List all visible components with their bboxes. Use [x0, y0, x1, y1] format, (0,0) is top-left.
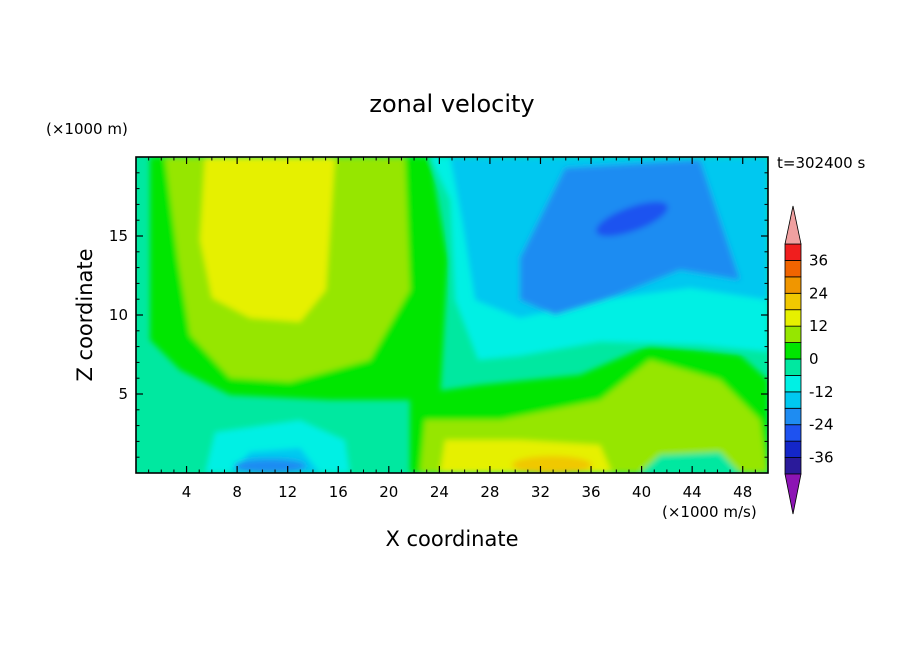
- colorbar-bin: [784, 375, 802, 393]
- colorbar-bin: [784, 243, 802, 261]
- colorbar-bin: [784, 391, 802, 409]
- colorbar-over-arrow: [784, 205, 802, 245]
- x-tick-label: 28: [480, 483, 499, 501]
- y-tick-label: 10: [109, 306, 128, 324]
- y-tick-label: 15: [109, 227, 128, 245]
- colorbar-label: 36: [809, 251, 828, 269]
- colorbar-bin: [784, 309, 802, 327]
- x-tick-label: 40: [632, 483, 651, 501]
- lower-orange-spot: [512, 456, 592, 473]
- colorbar-label: 12: [809, 317, 828, 335]
- colorbar-bin: [784, 260, 802, 278]
- x-tick-label: 36: [581, 483, 600, 501]
- near-surface-blue: [234, 459, 306, 473]
- colorbar-label: -24: [809, 416, 834, 434]
- x-tick-label: 12: [278, 483, 297, 501]
- colorbar-label: 24: [809, 284, 828, 302]
- x-tick-label: 8: [232, 483, 242, 501]
- x-tick-label: 48: [733, 483, 752, 501]
- x-tick-label: 44: [683, 483, 702, 501]
- colorbar-bin: [784, 358, 802, 376]
- colorbar-bin: [784, 407, 802, 426]
- colorbar-label: -36: [809, 449, 834, 467]
- contour-field: [136, 157, 768, 473]
- x-tick-label: 24: [430, 483, 449, 501]
- colorbar-label: 0: [809, 350, 819, 368]
- y-unit-label: (×1000 m): [46, 120, 128, 138]
- x-tick-label: 20: [379, 483, 398, 501]
- x-tick-label: 16: [329, 483, 348, 501]
- colorbar-label: -12: [809, 383, 834, 401]
- colorbar-under-arrow: [784, 473, 802, 515]
- right-lower-cyan: [640, 452, 740, 473]
- colorbar-bin: [784, 276, 802, 294]
- chart-title: zonal velocity: [369, 90, 534, 118]
- near-surface-cyan: [205, 420, 350, 473]
- time-label: t=302400 s: [777, 154, 865, 172]
- colorbar-bin: [784, 457, 802, 475]
- x-tick-label: 4: [182, 483, 192, 501]
- y-axis-label: Z coordinate: [73, 248, 97, 381]
- colorbar-bin: [784, 440, 802, 458]
- x-unit-label: (×1000 m/s): [662, 503, 757, 521]
- negative-core: [596, 201, 668, 237]
- colorbar-bin: [784, 424, 802, 442]
- colorbar-bin: [784, 342, 802, 360]
- positive-core: [200, 157, 335, 322]
- colorbar: 36 24 12 0 -12 -24 -36: [784, 205, 834, 515]
- x-axis-label: X coordinate: [385, 527, 518, 551]
- negative-lobe: [520, 160, 740, 315]
- x-tick-label: 32: [531, 483, 550, 501]
- colorbar-bin: [784, 292, 802, 311]
- colorbar-bin: [784, 325, 802, 343]
- y-tick-label: 5: [118, 385, 128, 403]
